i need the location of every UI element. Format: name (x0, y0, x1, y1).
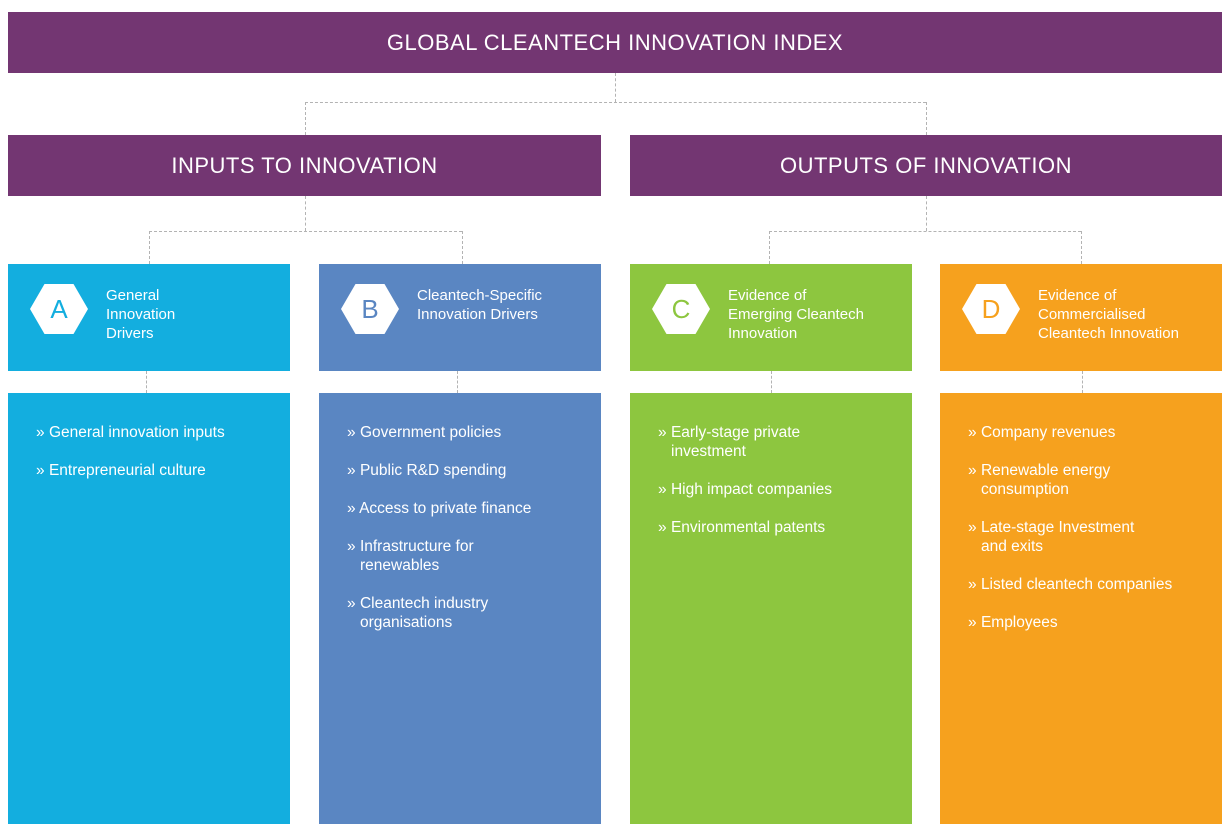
pillar-a-header: A General Innovation Drivers (8, 264, 290, 371)
connector (457, 371, 458, 393)
list-item: Environmental patents (658, 518, 892, 537)
pillar-b-header: B Cleantech-Specific Innovation Drivers (319, 264, 601, 371)
outputs-group-bar: OUTPUTS OF INNOVATION (630, 135, 1222, 196)
hexagon-icon: D (962, 284, 1020, 334)
pillar-c-header: C Evidence of Emerging Cleantech Innovat… (630, 264, 912, 371)
list-item: Employees (968, 613, 1206, 632)
hexagon-icon: C (652, 284, 710, 334)
pillar-title: Evidence of Commercialised Cleantech Inn… (1038, 287, 1179, 342)
connector (926, 196, 927, 231)
connector (1082, 371, 1083, 393)
connector (149, 231, 150, 264)
pillar-title: Evidence of Emerging Cleantech Innovatio… (728, 287, 864, 342)
inputs-group-bar: INPUTS TO INNOVATION (8, 135, 601, 196)
connector (305, 196, 306, 231)
indicator-list: General innovation inputs Entrepreneuria… (36, 423, 270, 480)
list-item: Listed cleantech companies (968, 575, 1206, 594)
indicator-list: Company revenues Renewable energy consum… (968, 423, 1206, 632)
connector (462, 231, 463, 264)
indicator-list: Early-stage private investment High impa… (658, 423, 892, 537)
list-item: Access to private finance (347, 499, 581, 518)
index-title: GLOBAL CLEANTECH INNOVATION INDEX (386, 29, 844, 55)
list-item: High impact companies (658, 480, 892, 499)
connector (615, 73, 616, 102)
connector (769, 231, 770, 264)
list-item: Renewable energy consumption (968, 461, 1206, 499)
pillar-d-body: Company revenues Renewable energy consum… (940, 393, 1222, 824)
hexagon-icon: B (341, 284, 399, 334)
index-title-bar: GLOBAL CLEANTECH INNOVATION INDEX (8, 12, 1222, 73)
connector (149, 231, 462, 232)
list-item: Infrastructure for renewables (347, 537, 581, 575)
pillar-letter: D (981, 293, 1001, 324)
connector (305, 102, 306, 135)
pillar-c-body: Early-stage private investment High impa… (630, 393, 912, 824)
pillar-letter: A (50, 293, 68, 324)
pillar-d-header: D Evidence of Commercialised Cleantech I… (940, 264, 1222, 371)
list-item: Government policies (347, 423, 581, 442)
list-item: Entrepreneurial culture (36, 461, 270, 480)
list-item: Company revenues (968, 423, 1206, 442)
pillar-letter: B (361, 293, 379, 324)
pillar-a-body: General innovation inputs Entrepreneuria… (8, 393, 290, 824)
pillar-title: General Innovation Drivers (106, 287, 176, 342)
list-item: General innovation inputs (36, 423, 270, 442)
connector (769, 231, 1081, 232)
pillar-b-body: Government policies Public R&D spending … (319, 393, 601, 824)
connector (305, 102, 926, 103)
connector (771, 371, 772, 393)
pillar-letter: C (671, 293, 691, 324)
hexagon-icon: A (30, 284, 88, 334)
connector (1081, 231, 1082, 264)
list-item: Public R&D spending (347, 461, 581, 480)
connector (926, 102, 927, 135)
list-item: Early-stage private investment (658, 423, 892, 461)
pillar-title: Cleantech-Specific Innovation Drivers (417, 287, 543, 323)
list-item: Cleantech industry organisations (347, 594, 581, 632)
connector (146, 371, 147, 393)
inputs-group-title: INPUTS TO INNOVATION (171, 152, 438, 178)
indicator-list: Government policies Public R&D spending … (347, 423, 581, 632)
list-item: Late-stage Investment and exits (968, 518, 1206, 556)
outputs-group-title: OUTPUTS OF INNOVATION (779, 152, 1073, 178)
